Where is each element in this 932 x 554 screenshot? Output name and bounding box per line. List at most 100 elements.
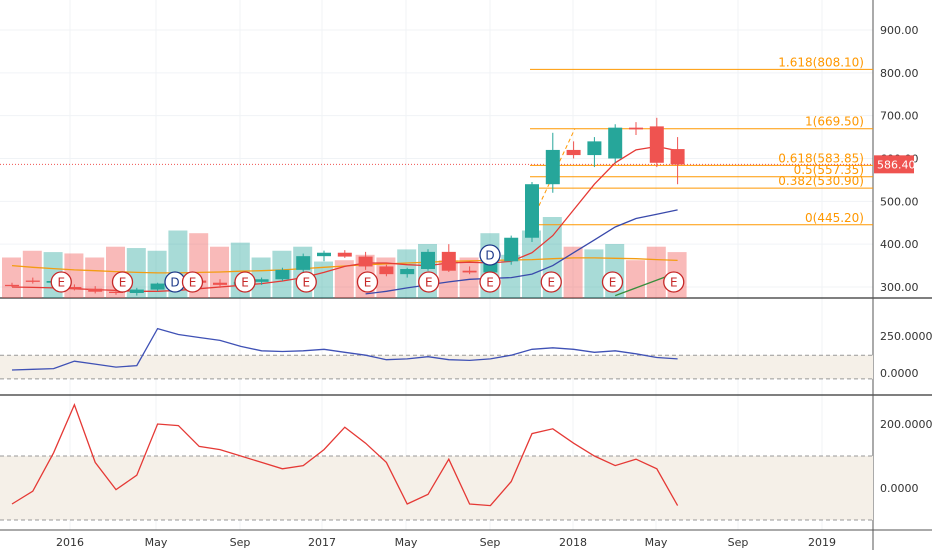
- volume-bar: [459, 257, 479, 298]
- earnings-marker: [50, 271, 72, 293]
- fib-level-label: 0.618(583.85): [778, 151, 864, 165]
- earnings-marker: [234, 271, 256, 293]
- price-tick-label: 700.00: [880, 110, 919, 123]
- candle-body: [504, 237, 519, 262]
- earnings-marker: [181, 271, 204, 293]
- event-marker-label: E: [57, 276, 65, 290]
- indicator2-band: [0, 456, 873, 520]
- volume-bar: [626, 260, 645, 298]
- last-price-badge: [874, 155, 914, 174]
- event-marker-label: E: [302, 276, 310, 290]
- earnings-marker: [540, 271, 562, 293]
- time-tick-label: 2019: [808, 536, 836, 549]
- dividend-marker: [479, 244, 501, 266]
- volume-bar: [2, 257, 21, 298]
- time-tick-label: 2018: [559, 536, 587, 549]
- price-tick-label: 800.00: [880, 67, 919, 80]
- event-marker-label: E: [364, 276, 372, 290]
- candle-body: [587, 141, 602, 156]
- candle-body: [254, 279, 269, 282]
- candle-body: [129, 289, 144, 293]
- price-tick-label: 500.00: [880, 195, 919, 208]
- time-tick-label: May: [645, 536, 668, 549]
- indicator2-tick-label: 0.0000: [880, 482, 919, 495]
- candle-body: [545, 149, 560, 185]
- time-tick-label: May: [145, 536, 168, 549]
- earnings-marker: [418, 271, 440, 293]
- candle-body: [25, 280, 40, 282]
- volume-bar: [563, 246, 583, 298]
- last-price-label: 586.40: [877, 158, 916, 171]
- candle-body: [649, 126, 664, 163]
- indicator2-tick-label: 200.0000: [880, 418, 932, 431]
- fib-level-label: 0.382(530.90): [778, 174, 864, 188]
- candle-body: [213, 282, 227, 285]
- event-marker-label: E: [189, 276, 197, 290]
- volume-bar: [22, 250, 42, 298]
- event-marker-label: E: [241, 276, 249, 290]
- earnings-marker: [111, 271, 134, 293]
- earnings-marker: [663, 271, 685, 293]
- event-marker-label: E: [119, 276, 127, 290]
- time-tick-label: Sep: [230, 536, 251, 549]
- time-tick-label: May: [395, 536, 418, 549]
- event-marker-label: D: [485, 249, 494, 263]
- candle-body: [462, 270, 477, 273]
- time-tick-label: Sep: [728, 536, 749, 549]
- indicator1-tick-label: 250.0000: [880, 330, 932, 343]
- time-tick-label: 2017: [308, 536, 336, 549]
- event-marker-label: E: [547, 276, 555, 290]
- candle-body: [150, 283, 165, 290]
- event-marker-label: E: [425, 276, 433, 290]
- fib-level-label: 0.5(557.35): [794, 163, 864, 177]
- candle-body: [608, 127, 623, 159]
- volume-bar: [501, 254, 521, 298]
- fib-level-label: 1.618(808.10): [778, 55, 864, 69]
- candle-body: [358, 256, 373, 267]
- indicator1-line: [11, 327, 678, 371]
- volume-bar: [584, 249, 604, 298]
- volume-bar: [646, 246, 666, 298]
- volume-bar: [334, 260, 354, 298]
- candle-body: [670, 149, 685, 165]
- time-tick-label: Sep: [480, 536, 501, 549]
- event-marker-label: D: [170, 276, 179, 290]
- event-marker-label: E: [609, 276, 617, 290]
- candle-body: [483, 261, 498, 273]
- volume-bar: [85, 257, 105, 298]
- indicator1-tick-label: 0.0000: [880, 367, 919, 380]
- candle-body: [296, 256, 311, 270]
- candle-body: [317, 252, 331, 257]
- candle-body: [421, 251, 435, 270]
- candle-body: [88, 288, 103, 292]
- event-marker-label: E: [670, 276, 678, 290]
- candle-body: [5, 284, 19, 287]
- price-tick-label: 400.00: [880, 238, 919, 251]
- fib-level-label: 0(445.20): [805, 211, 864, 225]
- volume-bar: [522, 230, 541, 298]
- candle-body: [566, 149, 581, 156]
- price-tick-label: 900.00: [880, 24, 919, 37]
- candle-body: [337, 252, 352, 257]
- earnings-marker: [601, 271, 624, 293]
- time-tick-label: 2016: [56, 536, 84, 549]
- price-tick-label: 300.00: [880, 281, 919, 294]
- event-marker-label: E: [486, 276, 494, 290]
- earnings-marker: [356, 271, 379, 293]
- candle-body: [67, 287, 82, 289]
- earnings-marker: [479, 271, 501, 293]
- candle-body: [275, 269, 290, 280]
- ma-blue-line: [365, 209, 678, 295]
- candle-body: [109, 291, 123, 293]
- candle-body: [400, 269, 415, 275]
- fib-level-label: 1(669.50): [805, 115, 864, 129]
- indicator1-band: [0, 355, 873, 379]
- candle-body: [379, 266, 394, 275]
- earnings-marker: [295, 271, 317, 293]
- candle-body: [629, 127, 643, 130]
- candle-body: [525, 184, 539, 238]
- indicator2-line: [11, 403, 679, 507]
- candle-body: [441, 251, 456, 271]
